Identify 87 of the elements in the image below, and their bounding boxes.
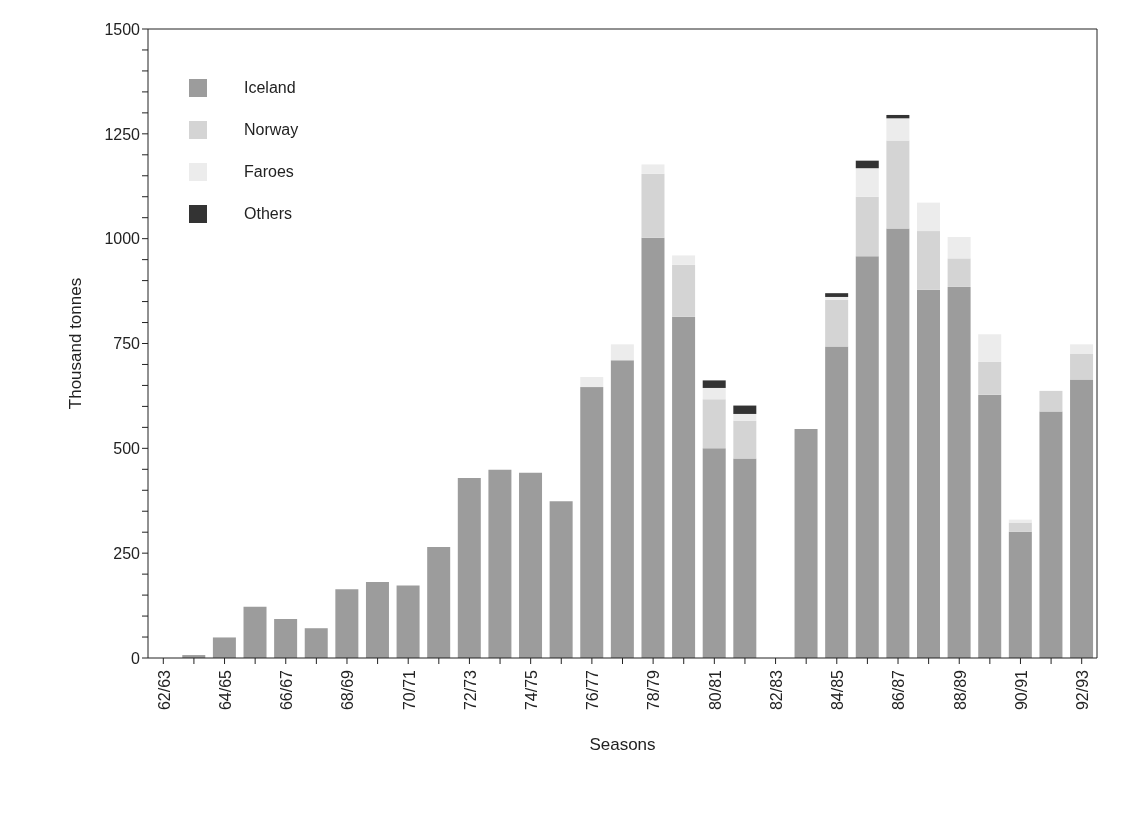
- bar: [733, 413, 757, 421]
- bar: [886, 140, 910, 229]
- bar: [733, 405, 757, 414]
- legend-label: Norway: [244, 121, 299, 139]
- bar: [917, 289, 940, 658]
- x-tick-label: 80/81: [706, 669, 724, 711]
- bar: [947, 286, 971, 658]
- bar: [702, 387, 726, 400]
- bar: [855, 256, 879, 658]
- bar: [580, 387, 604, 658]
- x-tick-label: 68/69: [339, 669, 357, 711]
- bar: [855, 168, 879, 197]
- bar: [794, 429, 818, 658]
- bar: [702, 448, 726, 658]
- bar: [396, 585, 420, 658]
- x-tick-label: 78/79: [645, 669, 663, 711]
- y-tick-label: 1250: [104, 125, 141, 143]
- bar: [702, 380, 726, 388]
- bar: [672, 255, 696, 265]
- bar: [1008, 519, 1032, 523]
- x-tick-label: 84/85: [829, 669, 847, 711]
- bar: [855, 196, 879, 257]
- bar: [641, 164, 665, 174]
- bar: [212, 637, 236, 658]
- y-axis-title: Thousand tonnes: [66, 277, 86, 410]
- y-tick-label: 500: [113, 440, 141, 458]
- bar: [886, 228, 910, 658]
- bar: [702, 399, 726, 449]
- bar: [733, 420, 757, 459]
- x-tick-label: 74/75: [523, 669, 541, 711]
- bar: [457, 478, 481, 658]
- bar: [580, 377, 604, 388]
- bar: [855, 160, 879, 169]
- bar: [641, 173, 665, 238]
- x-tick-label: 70/71: [400, 669, 418, 711]
- bar: [886, 118, 910, 141]
- y-tick-label: 1500: [104, 20, 141, 38]
- bar: [1070, 379, 1094, 658]
- bar: [549, 501, 573, 658]
- bar: [1008, 522, 1032, 532]
- bar: [825, 346, 849, 658]
- bar: [243, 606, 267, 658]
- bar: [978, 334, 1002, 362]
- bar: [335, 589, 359, 658]
- bar: [886, 114, 910, 119]
- legend-label: Faroes: [244, 163, 294, 181]
- x-tick-label: 82/83: [767, 669, 785, 711]
- legend-label: Others: [244, 205, 293, 223]
- x-tick-label: 90/91: [1012, 669, 1030, 711]
- bar: [610, 360, 634, 658]
- y-tick-label: 250: [113, 544, 141, 562]
- x-tick-label: 64/65: [216, 669, 234, 711]
- bar: [825, 299, 849, 347]
- bar: [519, 472, 543, 658]
- bar: [917, 231, 940, 290]
- bar: [978, 361, 1002, 395]
- y-tick-label: 750: [113, 335, 141, 353]
- bar: [274, 619, 298, 658]
- x-tick-label: 92/93: [1074, 669, 1092, 711]
- x-tick-label: 76/77: [584, 669, 602, 711]
- y-tick-label: 1000: [104, 230, 141, 248]
- bar: [672, 264, 696, 317]
- bar: [917, 202, 940, 232]
- x-tick-label: 66/67: [278, 669, 296, 711]
- bar: [672, 316, 696, 658]
- bar: [1070, 344, 1094, 354]
- bar: [427, 546, 451, 658]
- y-tick-label: 0: [131, 649, 141, 667]
- bar: [641, 237, 665, 658]
- bar: [947, 258, 971, 287]
- legend-label: Iceland: [244, 79, 296, 97]
- x-tick-label: 62/63: [155, 669, 173, 711]
- bar: [365, 582, 389, 658]
- bar: [1039, 390, 1063, 412]
- bar: [1008, 531, 1032, 658]
- bar: [488, 469, 512, 658]
- bar: [1070, 353, 1094, 380]
- bar: [610, 344, 634, 361]
- bar: [304, 628, 328, 658]
- bar: [947, 236, 971, 259]
- x-tick-label: 88/89: [951, 669, 969, 711]
- bar: [1039, 411, 1063, 658]
- x-axis-title: Seasons: [589, 735, 656, 754]
- x-tick-label: 86/87: [890, 669, 908, 711]
- bar: [733, 458, 757, 658]
- x-tick-label: 72/73: [461, 669, 479, 711]
- bar: [978, 394, 1002, 658]
